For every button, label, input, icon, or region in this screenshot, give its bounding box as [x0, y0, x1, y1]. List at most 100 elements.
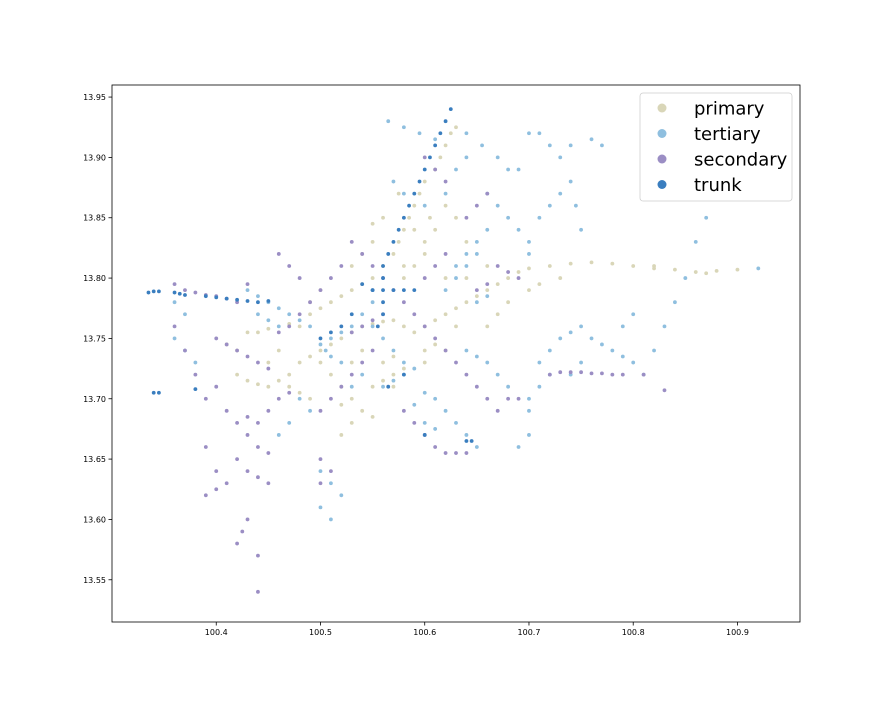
- point-secondary-52: [495, 408, 500, 413]
- point-secondary-83: [568, 370, 573, 375]
- x-tick-label-3: 100.7: [518, 628, 541, 637]
- point-secondary-69: [443, 451, 448, 455]
- point-tertiary-15: [600, 143, 604, 148]
- point-secondary-61: [276, 330, 281, 335]
- point-secondary-68: [433, 445, 438, 449]
- point-primary-100: [558, 276, 563, 280]
- point-primary-49: [308, 354, 312, 359]
- point-primary-98: [527, 288, 531, 293]
- legend-marker-primary: [657, 103, 667, 113]
- y-tick-label-3: 13.70: [83, 395, 106, 404]
- point-secondary-10: [193, 372, 198, 377]
- point-trunk-13: [151, 390, 156, 395]
- point-secondary-38: [349, 239, 354, 244]
- point-trunk-23: [412, 191, 417, 196]
- point-primary-30: [516, 270, 521, 274]
- point-tertiary-20: [527, 239, 531, 244]
- point-secondary-72: [318, 408, 323, 413]
- point-primary-120: [401, 264, 406, 268]
- point-primary-96: [495, 312, 500, 317]
- point-primary-113: [391, 384, 396, 389]
- point-tertiary-58: [412, 402, 417, 407]
- point-tertiary-95: [172, 336, 177, 341]
- y-tick-label-6: 13.85: [83, 214, 106, 223]
- point-secondary-60: [287, 324, 292, 329]
- point-primary-9: [391, 252, 396, 256]
- point-secondary-64: [276, 252, 281, 256]
- point-tertiary-113: [360, 372, 365, 377]
- point-trunk-38: [375, 324, 380, 329]
- point-primary-45: [266, 384, 271, 389]
- point-secondary-97: [422, 276, 427, 280]
- point-tertiary-71: [600, 342, 604, 347]
- point-primary-101: [652, 264, 656, 268]
- point-primary-72: [370, 239, 375, 244]
- point-tertiary-9: [527, 131, 531, 136]
- point-tertiary-67: [558, 336, 563, 341]
- point-trunk-40: [339, 324, 344, 329]
- point-trunk-43: [464, 439, 469, 443]
- point-trunk-6: [203, 294, 208, 299]
- point-tertiary-81: [704, 215, 709, 220]
- point-secondary-39: [360, 252, 365, 256]
- point-secondary-12: [214, 336, 219, 341]
- point-tertiary-12: [558, 155, 563, 160]
- point-tertiary-3: [433, 137, 438, 142]
- point-primary-25: [464, 300, 469, 305]
- point-trunk-3: [172, 290, 177, 295]
- point-secondary-44: [412, 312, 417, 317]
- point-primary-111: [370, 384, 375, 389]
- point-trunk-44: [469, 439, 474, 443]
- point-primary-118: [381, 215, 385, 220]
- point-primary-35: [610, 261, 615, 266]
- point-secondary-90: [662, 388, 667, 393]
- point-primary-10: [396, 239, 401, 244]
- point-trunk-29: [443, 119, 448, 124]
- point-tertiary-107: [454, 167, 458, 172]
- point-secondary-70: [454, 451, 458, 455]
- point-trunk-7: [214, 295, 219, 300]
- point-trunk-34: [401, 288, 406, 293]
- point-secondary-35: [235, 541, 239, 546]
- point-primary-103: [287, 384, 292, 389]
- point-secondary-13: [224, 342, 229, 347]
- point-tertiary-51: [412, 366, 417, 371]
- point-secondary-66: [412, 420, 417, 425]
- point-tertiary-103: [391, 179, 396, 184]
- point-primary-80: [381, 360, 385, 365]
- point-trunk-48: [360, 282, 365, 287]
- point-primary-95: [485, 324, 490, 329]
- point-secondary-98: [433, 264, 438, 268]
- point-tertiary-37: [318, 342, 323, 347]
- point-tertiary-123: [474, 300, 479, 305]
- point-tertiary-24: [568, 179, 573, 184]
- point-tertiary-23: [558, 191, 563, 196]
- point-primary-71: [433, 342, 438, 347]
- point-tertiary-48: [381, 384, 385, 389]
- y-tick-label-5: 13.80: [83, 274, 106, 283]
- x-tick-label-0: 100.4: [205, 628, 228, 637]
- point-primary-119: [396, 191, 401, 196]
- point-tertiary-5: [480, 143, 484, 148]
- legend-label-primary: primary: [694, 99, 765, 120]
- point-secondary-71: [464, 451, 469, 455]
- point-secondary-1: [183, 288, 187, 293]
- point-primary-44: [256, 382, 260, 387]
- point-trunk-17: [381, 264, 385, 268]
- point-tertiary-124: [485, 294, 490, 299]
- point-primary-20: [454, 125, 458, 130]
- point-tertiary-76: [652, 348, 656, 353]
- point-primary-31: [527, 266, 531, 271]
- point-trunk-30: [448, 107, 453, 112]
- y-tick-label-8: 13.95: [83, 93, 106, 102]
- point-tertiary-11: [547, 143, 552, 148]
- point-secondary-104: [485, 282, 490, 287]
- point-primary-48: [297, 360, 302, 365]
- point-secondary-85: [589, 371, 594, 376]
- legend-label-tertiary: tertiary: [694, 124, 761, 145]
- point-trunk-37: [381, 312, 385, 317]
- point-secondary-74: [339, 384, 344, 389]
- point-secondary-106: [370, 318, 375, 323]
- point-tertiary-90: [339, 493, 344, 498]
